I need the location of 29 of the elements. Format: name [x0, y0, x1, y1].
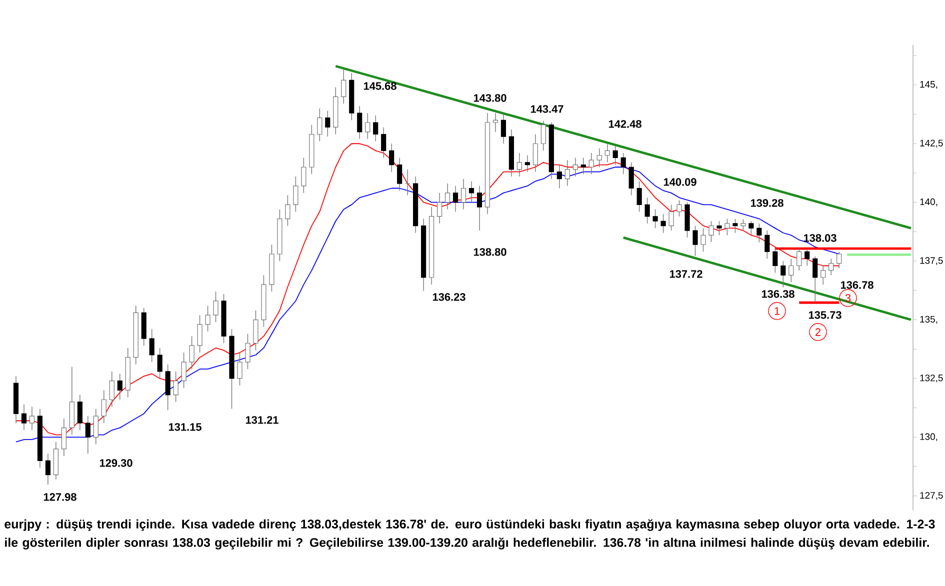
y-tick-label: 140, [920, 198, 938, 206]
y-tick-label: 127,5 [920, 492, 943, 500]
annotation: 1 [774, 307, 780, 315]
text: eurjpy : düşüş trendi içinde. Kısa vadede direnç 138.03,destek 136.78' de. euro üstündeki baskı fiyatın aşağıya kaymasına sebep oluyor orta vadede. 1-2-3 ile gösterilen dipler sonrası 138.03 geçilebilir mi ? Geçilebilirse 139.00-139.20 aralığı hedeflenebilir. 136.78 'in altına inilmesi halinde düşüş devam edebilir. [4, 519, 935, 550]
annotation: 127.98 [44, 493, 76, 501]
annotation: 129.30 [100, 459, 132, 467]
annotation: 143.47 [530, 105, 564, 113]
y-tick-label: 135, [920, 316, 938, 324]
annotation: 131.15 [168, 423, 202, 431]
annotation: 138.03 [804, 234, 836, 242]
annotation: 2 [816, 328, 821, 336]
annotation: 131.21 [246, 416, 278, 424]
annotation: 136.78 [840, 281, 874, 289]
annotation: 136.23 [432, 293, 466, 301]
annotation: 140.09 [664, 178, 696, 186]
y-tick-label: 130, [920, 433, 938, 442]
annotation: 136.38 [762, 290, 794, 298]
y-tick-label: 132,5 [920, 374, 943, 382]
annotation: 138.80 [474, 248, 506, 256]
annotation: 143.80 [474, 94, 506, 102]
y-tick-label: 137,5 [920, 257, 943, 265]
annotation: 145.68 [364, 82, 396, 90]
annotation: 3 [845, 294, 851, 302]
annotation: 137.72 [670, 270, 702, 278]
annotation: 142.48 [608, 120, 642, 128]
y-tick-label: 142,5 [920, 140, 943, 148]
annotation: 135.73 [808, 311, 842, 319]
y-tick-label: 145, [920, 81, 938, 89]
annotation: 139.28 [750, 199, 784, 207]
